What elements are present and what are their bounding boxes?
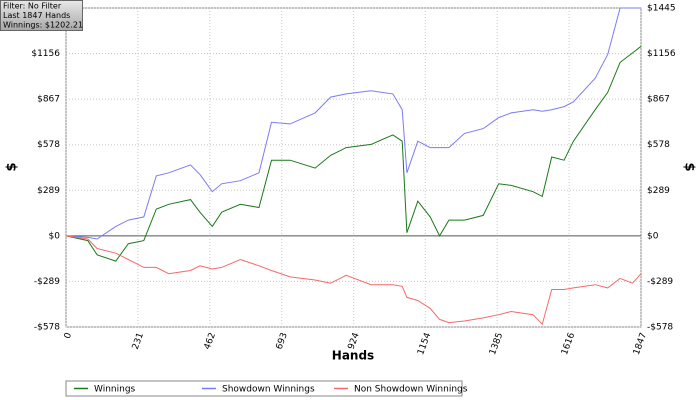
y-tick-label-right: $289 [647,186,670,196]
y-tick-label: $1156 [31,49,60,59]
x-axis-label: Hands [332,349,374,363]
x-tick-label: 1154 [416,331,433,356]
y-tick-label: $0 [49,231,61,241]
y-tick-label-right: $1156 [647,49,676,59]
series-line [65,235,642,326]
info-text: Filter: No Filter [3,2,62,11]
x-tick-label: 1616 [560,331,577,356]
y-tick-label: $578 [37,140,60,150]
x-tick-label: 693 [275,331,290,351]
y-tick-label-right: $578 [647,140,670,150]
legend [65,380,463,397]
info-text: Last 1847 Hands [3,11,70,20]
y-tick-label: -$578 [34,323,60,333]
y-tick-label-right: $0 [647,231,659,241]
x-tick-label: 1385 [488,331,505,356]
x-tick-label: 0 [63,331,74,340]
y-tick-label-right: $867 [647,95,670,105]
series-line [65,7,641,240]
y-tick-label-right: $1445 [647,4,676,14]
y-axis-label: $ [5,162,20,171]
info-box [0,0,83,31]
series-line [65,45,642,262]
legend-label: Showdown Winnings [222,385,315,395]
x-tick-label: 1847 [632,331,649,356]
y-tick-label-right: -$578 [647,323,673,333]
y-tick-label: $289 [37,186,60,196]
legend-label: Non Showdown Winnings [354,385,468,395]
y-tick-label: $867 [37,95,60,105]
x-tick-label: 462 [203,331,218,351]
y-tick-label-right: -$289 [647,277,673,287]
legend-label: Winnings [94,385,136,395]
x-tick-label: 231 [131,331,146,351]
y-tick-label: -$289 [34,277,60,287]
info-text: Winnings: $1202.21 [3,21,83,30]
y-axis-label-right: $ [682,162,697,171]
